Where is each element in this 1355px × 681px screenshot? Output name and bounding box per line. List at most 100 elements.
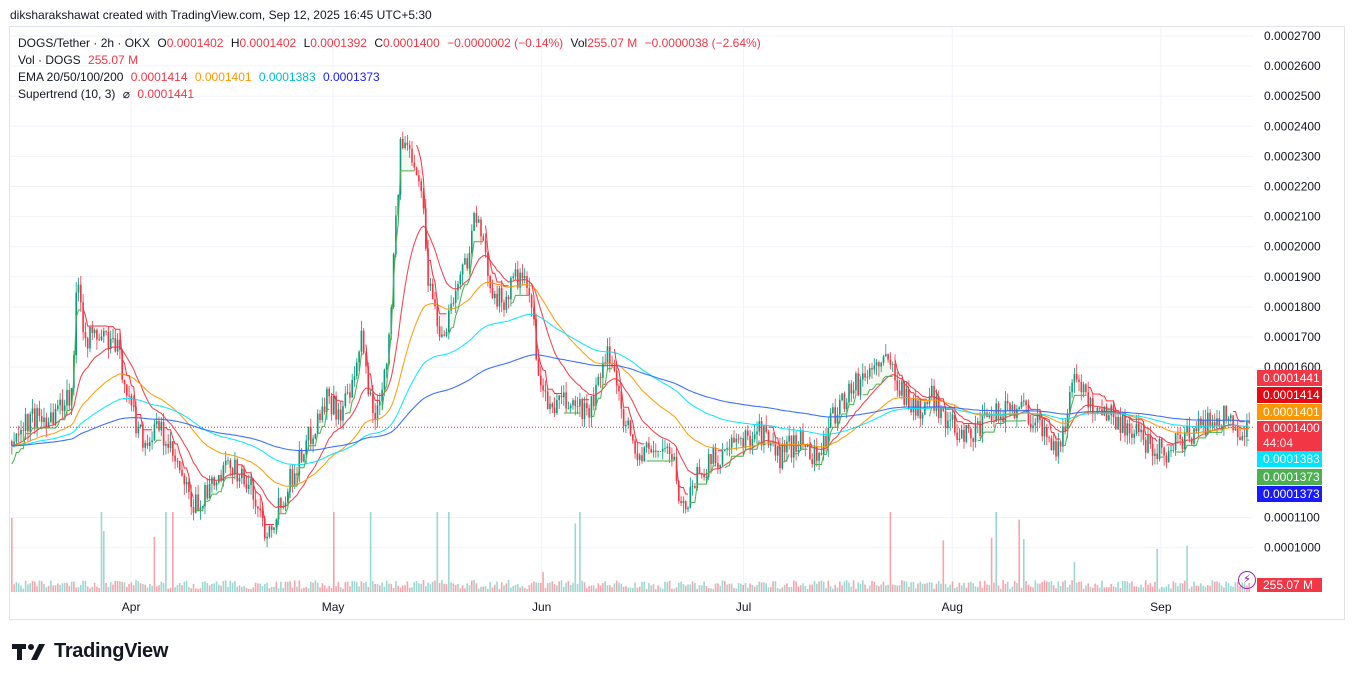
candle-body [981, 414, 984, 436]
candle-body [224, 460, 227, 466]
candle-body [252, 478, 255, 500]
candle-body [565, 392, 567, 409]
volume-bar [1236, 581, 1239, 592]
symbol-label[interactable]: DOGS/Tether · 2h · OKX [18, 36, 151, 50]
x-tick-label: Jun [532, 600, 551, 614]
volume-bar [1025, 581, 1027, 592]
volume-bar [121, 582, 123, 592]
candle-body [696, 466, 698, 489]
volume-bar [204, 581, 206, 592]
candle-body [891, 364, 894, 365]
candle-body [733, 437, 735, 443]
candle-body [707, 454, 710, 478]
volume-bar [611, 587, 613, 592]
volume-bar [459, 588, 462, 592]
candle-body [121, 349, 123, 380]
volume-bar [1080, 581, 1083, 592]
ema20-price-badge: 0.0001414 [1257, 387, 1322, 403]
volume-bar [475, 583, 478, 592]
candle-body [1018, 407, 1020, 410]
candle-body [185, 481, 188, 485]
volume-bar [995, 512, 997, 592]
volume-bar [875, 585, 878, 592]
candle-body [822, 435, 825, 455]
volume-bar [305, 586, 307, 592]
volume-bar [206, 583, 209, 592]
volume-bar [482, 586, 485, 592]
volume-bar [1197, 585, 1200, 592]
volume-bar [634, 582, 636, 592]
candle-body [728, 447, 731, 449]
candle-body [871, 368, 873, 370]
volume-bar [280, 581, 282, 592]
volume-bar [1128, 583, 1131, 592]
candle-body [1188, 426, 1191, 439]
supertrend-line-down [416, 144, 447, 315]
candle-body [510, 277, 512, 300]
candle-body [63, 405, 66, 411]
candle-body [418, 175, 420, 182]
volume-bar [806, 588, 809, 592]
candle-body [229, 460, 232, 469]
candle-body [1009, 403, 1011, 411]
tradingview-logo[interactable]: TradingView [12, 640, 168, 663]
supertrend-line-down [163, 427, 194, 498]
volume-bar [185, 580, 188, 592]
candle-body [422, 191, 425, 209]
candle-body [668, 446, 671, 455]
supertrend-line-down [676, 464, 688, 495]
supertrend-visibility-icon[interactable]: ⌀ [122, 87, 130, 101]
volume-bar [661, 588, 664, 592]
supertrend-line-down [331, 394, 343, 402]
volume-bar [468, 585, 471, 592]
candle-body [845, 402, 848, 409]
volume-bar [910, 582, 912, 592]
candle-body [404, 142, 406, 148]
volume-bar [949, 584, 951, 592]
volume-bar [1170, 588, 1172, 592]
candle-body [190, 492, 192, 507]
volume-bar [496, 581, 498, 592]
volume-bar [809, 584, 811, 592]
volume-bar [250, 588, 252, 592]
candle-body [293, 473, 296, 485]
supertrend-fill-up [1159, 438, 1165, 458]
supertrend-legend[interactable]: Supertrend (10, 3) ⌀ 0.0001441 [18, 87, 198, 101]
supertrend-line-up [510, 294, 530, 305]
candle-body [105, 331, 107, 333]
candle-body [54, 408, 57, 425]
candle-body [491, 287, 494, 299]
volume-bar [832, 588, 834, 592]
volume-bar [452, 583, 455, 592]
candle-body [613, 366, 616, 371]
volume-bar [211, 583, 213, 592]
candle-body [443, 334, 445, 336]
candle-body [638, 455, 641, 461]
volume-legend[interactable]: Vol · DOGS 255.07 M [18, 53, 142, 67]
candle-body [178, 461, 181, 471]
volume-bar [103, 530, 105, 592]
volume-bar [208, 585, 211, 592]
candle-body [413, 162, 416, 168]
candle-body [1170, 450, 1172, 452]
ema-legend[interactable]: EMA 20/50/100/200 0.0001414 0.0001401 0.… [18, 70, 384, 84]
volume-bar [146, 587, 149, 592]
volume-bar [1027, 584, 1030, 592]
candle-body [273, 527, 275, 531]
volume-bar [420, 583, 422, 592]
volume-bar [540, 582, 542, 592]
lightning-icon[interactable]: ⚡ [1238, 571, 1256, 589]
supertrend-fill-up [591, 346, 613, 417]
volume-bar [289, 581, 291, 592]
volume-bar [933, 588, 935, 592]
volume-bar [632, 587, 634, 592]
volume-bar [514, 584, 517, 592]
candle-body [868, 368, 871, 377]
volume-bar [24, 580, 27, 592]
volume-bar [1062, 581, 1064, 592]
candle-body [146, 442, 149, 446]
candle-body [889, 359, 892, 365]
volume-bar [629, 587, 632, 592]
volume-bar [1011, 586, 1014, 592]
